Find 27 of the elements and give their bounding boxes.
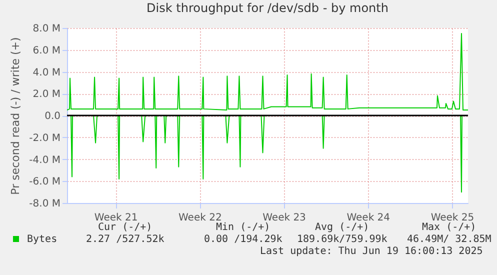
y-tick-label: 6.0 M xyxy=(32,45,60,56)
x-tick-label: Week 21 xyxy=(94,212,138,224)
x-tick-label: Week 25 xyxy=(430,212,474,224)
line-series xyxy=(67,32,468,111)
y-tick-label: -4.0 M xyxy=(29,154,60,166)
x-tick-label: Week 23 xyxy=(262,212,306,224)
y-tick-label: 8.0 M xyxy=(32,24,60,34)
text: 2.27 /527.52k xyxy=(86,234,164,246)
text: 0.00 /194.29k xyxy=(204,234,282,246)
text: Cur (-/+) xyxy=(98,222,152,234)
y-tick-label: 0.0 xyxy=(44,111,60,122)
y-tick-label: 4.0 M xyxy=(32,67,60,78)
y-tick-label: -2.0 M xyxy=(29,132,60,144)
text: 46.49M/ 32.85M xyxy=(407,234,492,246)
text: Max (-/+) xyxy=(422,222,476,234)
text: Min (-/+) xyxy=(216,222,270,234)
text: Last update: Thu Jun 19 16:00:13 2025 xyxy=(260,246,483,258)
x-tick-label: Week 22 xyxy=(178,212,222,224)
y-tick-label: -6.0 M xyxy=(29,176,60,188)
text: Avg (-/+) xyxy=(315,222,370,234)
legend-label: Bytes xyxy=(26,234,58,245)
text: 189.69k/759.99k xyxy=(297,234,388,246)
x-tick-label: Week 24 xyxy=(346,212,390,224)
y-tick-label: 2.0 M xyxy=(32,89,60,100)
y-tick-label: -8.0 M xyxy=(29,198,60,210)
y-axis-title: Pr second read (-) / write (+) xyxy=(9,37,22,195)
chart-title: Disk throughput for /dev/sdb - by month xyxy=(146,1,388,15)
